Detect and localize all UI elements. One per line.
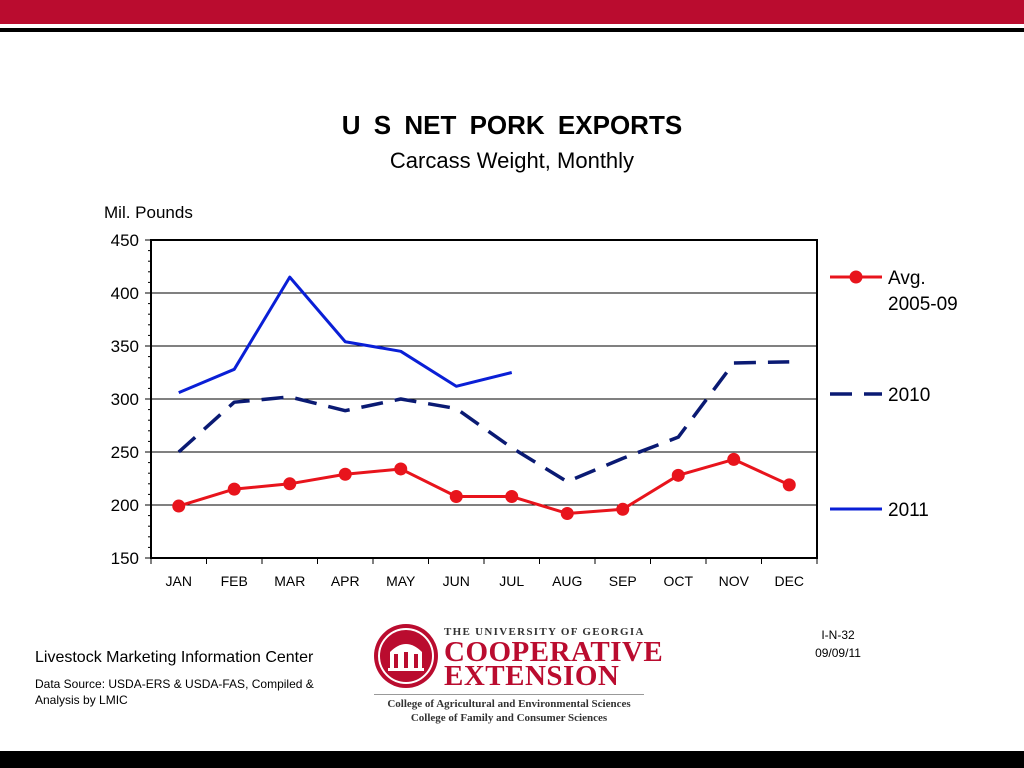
legend-label: 2011 [888, 500, 929, 521]
top-black-rule [0, 28, 1024, 32]
slide-date: 09/09/11 [815, 646, 861, 660]
y-tick-label: 400 [111, 284, 139, 303]
series-point-0 [172, 499, 186, 513]
series-point-0 [505, 490, 519, 504]
x-tick-label: AUG [552, 573, 582, 589]
y-tick-label: 250 [111, 443, 139, 462]
y-tick-label: 350 [111, 337, 139, 356]
logo-college-2: College of Family and Consumer Sciences [410, 712, 608, 724]
x-tick-label: DEC [774, 573, 804, 589]
logo-college-1: College of Agricultural and Environmenta… [387, 698, 631, 710]
y-tick-label: 300 [111, 390, 139, 409]
slide-code: I-N-32 [821, 628, 855, 642]
logo-cooperative: COOPERATIVE [444, 636, 664, 668]
x-tick-label: APR [331, 573, 360, 589]
x-tick-label: JUL [499, 573, 524, 589]
x-tick-label: MAR [274, 573, 305, 589]
series-point-0 [449, 490, 463, 504]
series-point-0 [782, 478, 796, 492]
data-source: Data Source: USDA-ERS & USDA-FAS, Compil… [35, 677, 314, 707]
series-point-0 [671, 468, 685, 482]
x-tick-label: NOV [719, 573, 750, 589]
series-point-0 [616, 502, 630, 516]
logo-divider [374, 694, 644, 695]
series-point-0 [338, 467, 352, 481]
y-tick-label: 200 [111, 496, 139, 515]
x-tick-label: JUN [443, 573, 470, 589]
logo-extension: EXTENSION [444, 660, 620, 692]
legend-marker-0 [849, 270, 863, 284]
x-tick-label: JAN [166, 573, 192, 589]
uga-extension-logo: THE UNIVERSITY OF GEORGIA COOPERATIVE EX… [372, 622, 663, 732]
x-tick-label: SEP [609, 573, 637, 589]
legend-label: 2005-09 [888, 294, 958, 315]
logo-university: THE UNIVERSITY OF GEORGIA [444, 626, 645, 638]
series-point-0 [560, 506, 574, 520]
series-line-2 [178, 275, 513, 395]
series-line-1 [177, 360, 790, 484]
chart-title: U S NET PORK EXPORTS [341, 110, 683, 140]
y-tick-label: 450 [111, 231, 139, 250]
y-axis-label: Mil. Pounds [104, 203, 193, 222]
arch-emblem-icon [374, 624, 438, 688]
series-point-0 [394, 462, 408, 476]
bottom-black-band [0, 751, 1024, 768]
series-point-0 [727, 452, 741, 466]
series-line-0 [178, 457, 790, 515]
org-name: Livestock Marketing Information Center [35, 649, 314, 666]
series-point-0 [227, 482, 241, 496]
series-point-0 [283, 477, 297, 491]
chart-subtitle: Carcass Weight, Monthly [389, 148, 635, 173]
x-tick-label: OCT [663, 573, 693, 589]
plot-frame [150, 239, 818, 559]
line-chart: 150 200 250 300 350 400 450 JAN FEB MAR APR MAY JUN J… [111, 231, 958, 589]
legend-label: Avg. [888, 268, 926, 289]
legend-label: 2010 [888, 385, 930, 406]
x-tick-label: MAY [386, 573, 416, 589]
y-tick-label: 150 [111, 549, 139, 568]
slide-code-block: I-N-32 09/09/11 [800, 626, 876, 662]
top-red-band [0, 0, 1024, 24]
x-tick-label: FEB [221, 573, 248, 589]
